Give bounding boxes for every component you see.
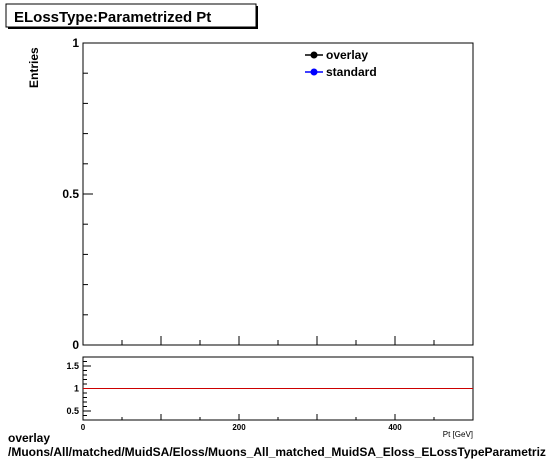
legend-overlay-label: overlay <box>326 48 368 62</box>
ratio-y-tick-label: 1.5 <box>66 361 79 371</box>
footer-path: /Muons/All/matched/MuidSA/Eloss/Muons_Al… <box>8 445 546 459</box>
ratio-y-tick-label: 1 <box>74 384 79 394</box>
legend: overlay standard <box>305 48 377 79</box>
legend-entry-overlay: overlay <box>305 48 368 62</box>
main-y-tick-label: 0.5 <box>62 187 79 201</box>
legend-overlay-marker <box>310 51 318 59</box>
ratio-y-tick-label: 0.5 <box>66 406 79 416</box>
title-box: ELossType:Parametrized Pt <box>5 3 258 29</box>
main-y-ticks: 00.51 <box>62 36 93 352</box>
ratio-x-tick-label: 400 <box>388 423 402 432</box>
main-y-tick-label: 1 <box>72 36 79 50</box>
ratio-x-tick-label: 0 <box>81 423 86 432</box>
title-box-frame <box>5 3 257 28</box>
ratio-x-ticks: 0 200 400 <box>81 414 474 432</box>
legend-standard-label: standard <box>326 65 377 79</box>
ratio-plot: 0.5 1 1.5 0 200 400 Pt [GeV] <box>66 356 474 439</box>
main-plot: Entries 00.51 overlay standard <box>27 36 474 352</box>
y-axis-label: Entries <box>27 47 41 88</box>
main-y-tick-label: 0 <box>72 338 79 352</box>
ratio-x-tick-label: 200 <box>232 423 246 432</box>
legend-standard-marker <box>310 68 318 76</box>
footer-label: overlay <box>8 431 50 445</box>
ratio-y-ticks: 0.5 1 1.5 <box>66 361 91 416</box>
legend-entry-standard: standard <box>305 65 377 79</box>
x-axis-label: Pt [GeV] <box>443 430 473 439</box>
main-x-ticks <box>82 336 474 345</box>
chart-title: ELossType:Parametrized Pt <box>14 9 211 26</box>
